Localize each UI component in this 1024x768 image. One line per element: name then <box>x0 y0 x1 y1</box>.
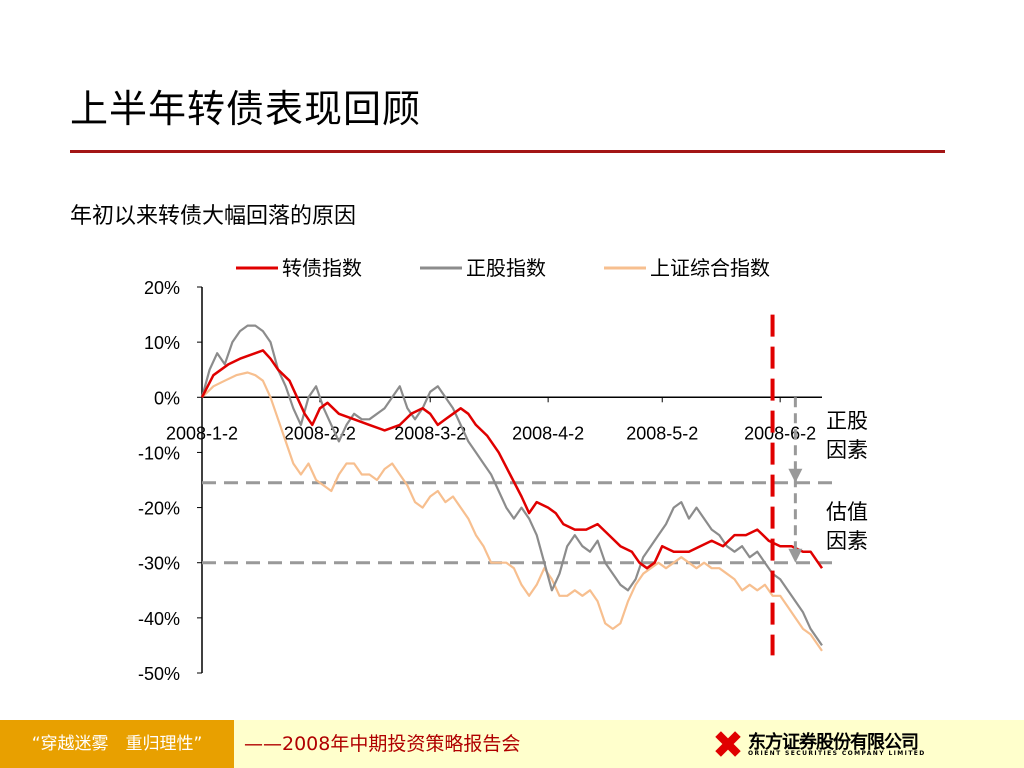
slide-subtitle: 年初以来转债大幅回落的原因 <box>70 204 357 229</box>
company-name-cn: 东方证券股份有限公司 <box>748 732 919 753</box>
legend-label: 正股指数 <box>466 257 546 280</box>
y-tick-label: 20% <box>144 278 180 298</box>
y-tick-label: -10% <box>138 443 180 463</box>
x-tick-label: 2008-5-2 <box>626 423 698 443</box>
page-title: 上半年转债表现回顾 <box>70 87 422 131</box>
y-tick-label: 10% <box>144 333 180 353</box>
y-tick-label: -50% <box>138 664 180 684</box>
x-tick-label: 2008-1-2 <box>166 423 238 443</box>
footer-bar: “穿越迷雾 重归理性” ——2008年中期投资策略报告会 东方证券股份有限公司 … <box>0 720 1024 768</box>
title-divider <box>70 150 945 153</box>
company-name-en: ORIENT SECURITIES COMPANY LIMITED <box>748 750 926 757</box>
series-line <box>201 371 823 652</box>
orient-logo-icon <box>715 731 741 757</box>
footer-conference-title: ——2008年中期投资策略报告会 <box>244 733 521 755</box>
y-tick-label: -40% <box>138 609 180 629</box>
legend-label: 转债指数 <box>282 257 362 280</box>
series-line <box>200 349 824 570</box>
series-line <box>200 324 823 647</box>
annotation-label: 正股 <box>826 410 868 433</box>
y-tick-label: -30% <box>138 554 180 574</box>
bracket-arrow <box>788 548 803 563</box>
legend-label: 上证综合指数 <box>650 257 770 280</box>
footer-slogan: “穿越迷雾 重归理性” <box>0 720 234 768</box>
line-chart: 20% 10% 0% -10% -20% -30% -40% -50% 2008-1-2 2008… <box>138 257 868 684</box>
bracket-arrow <box>788 468 803 483</box>
x-tick-label: 2008-3-2 <box>394 423 466 443</box>
y-tick-label: -20% <box>138 499 180 519</box>
x-tick-label: 2008-6-2 <box>744 423 816 443</box>
annotation-label: 因素 <box>826 439 868 462</box>
x-tick-label: 2008-4-2 <box>512 423 584 443</box>
annotation-label: 因素 <box>826 530 868 553</box>
annotation-label: 估值 <box>826 501 868 524</box>
y-tick-label: 0% <box>154 388 180 408</box>
